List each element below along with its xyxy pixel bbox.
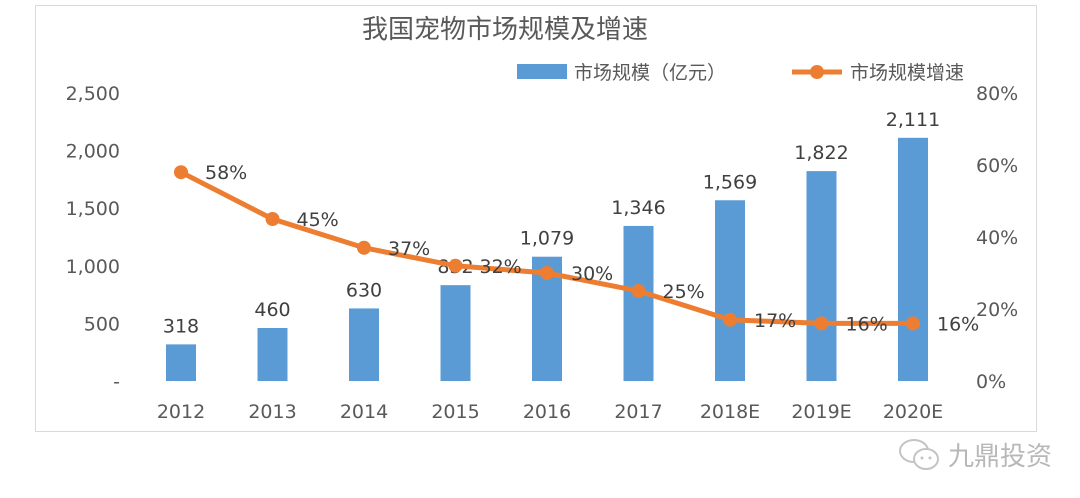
- line-point: [723, 312, 737, 327]
- x-axis-tick: 2018E: [700, 401, 760, 423]
- x-axis-tick: 2012: [157, 401, 205, 423]
- bar: [166, 344, 196, 381]
- bar: [715, 200, 745, 381]
- line-data-label: 17%: [754, 310, 796, 332]
- line-point: [357, 240, 371, 255]
- watermark: 九鼎投资: [898, 436, 1052, 473]
- bar: [623, 225, 654, 381]
- x-axis-tick: 2015: [431, 401, 479, 423]
- x-axis-tick: 2016: [523, 401, 571, 423]
- line-data-label: 16%: [846, 313, 888, 335]
- bar-data-label: 1,079: [520, 228, 574, 250]
- bar: [806, 171, 837, 381]
- right-axis-tick: 0%: [976, 371, 1006, 393]
- line-point: [540, 266, 554, 280]
- bar: [898, 137, 928, 381]
- bar-data-label: 460: [254, 299, 290, 321]
- left-axis-tick: 1,500: [66, 198, 120, 220]
- left-axis-tick: 2,500: [66, 83, 120, 105]
- line-point: [174, 165, 188, 180]
- x-axis-tick: 2017: [614, 401, 662, 423]
- legend-bar-swatch: [517, 64, 567, 79]
- bar-data-label: 1,346: [611, 197, 665, 219]
- right-axis-tick: 20%: [976, 299, 1018, 321]
- bar-data-label: 630: [346, 279, 382, 301]
- bar-data-label: 2,111: [886, 109, 940, 131]
- line-data-label: 37%: [388, 238, 430, 260]
- legend-bar-label: 市场规模（亿元）: [574, 62, 726, 84]
- line-point: [448, 258, 463, 273]
- bar-data-label: 1,569: [703, 171, 757, 193]
- legend-line-marker: [810, 65, 824, 79]
- right-axis-tick: 40%: [976, 227, 1018, 249]
- bar-data-label: 1,822: [794, 142, 848, 164]
- x-axis-tick: 2014: [340, 401, 388, 423]
- left-axis-tick: -: [113, 371, 120, 393]
- line-data-label: 16%: [937, 313, 979, 335]
- x-axis-tick: 2013: [248, 401, 296, 423]
- line-point: [631, 284, 646, 298]
- chart-frame: [35, 5, 1037, 432]
- wechat-icon: [899, 438, 939, 470]
- line-data-label: 32%: [480, 256, 522, 278]
- bar: [349, 308, 379, 381]
- left-axis-tick: 500: [84, 313, 120, 335]
- line-point: [265, 212, 280, 226]
- x-axis-tick: 2019E: [791, 401, 851, 423]
- line-data-label: 25%: [663, 281, 705, 303]
- bar: [440, 285, 471, 381]
- line-data-label: 45%: [297, 209, 339, 231]
- left-axis-tick: 1,000: [66, 256, 120, 278]
- line-point: [906, 316, 920, 331]
- x-axis-tick: 2020E: [883, 401, 943, 423]
- legend-line-label: 市场规模增速: [850, 62, 964, 84]
- right-axis-tick: 60%: [976, 155, 1018, 177]
- chart-title: 我国宠物市场规模及增速: [362, 15, 648, 45]
- left-axis-tick: 2,000: [66, 141, 120, 163]
- line-data-label: 30%: [571, 263, 613, 285]
- bar: [257, 328, 288, 381]
- line-data-label: 58%: [205, 162, 247, 184]
- line-point: [814, 316, 829, 331]
- bar-data-label: 318: [163, 315, 199, 337]
- watermark-text: 九鼎投资: [948, 442, 1053, 472]
- right-axis-tick: 80%: [976, 83, 1018, 105]
